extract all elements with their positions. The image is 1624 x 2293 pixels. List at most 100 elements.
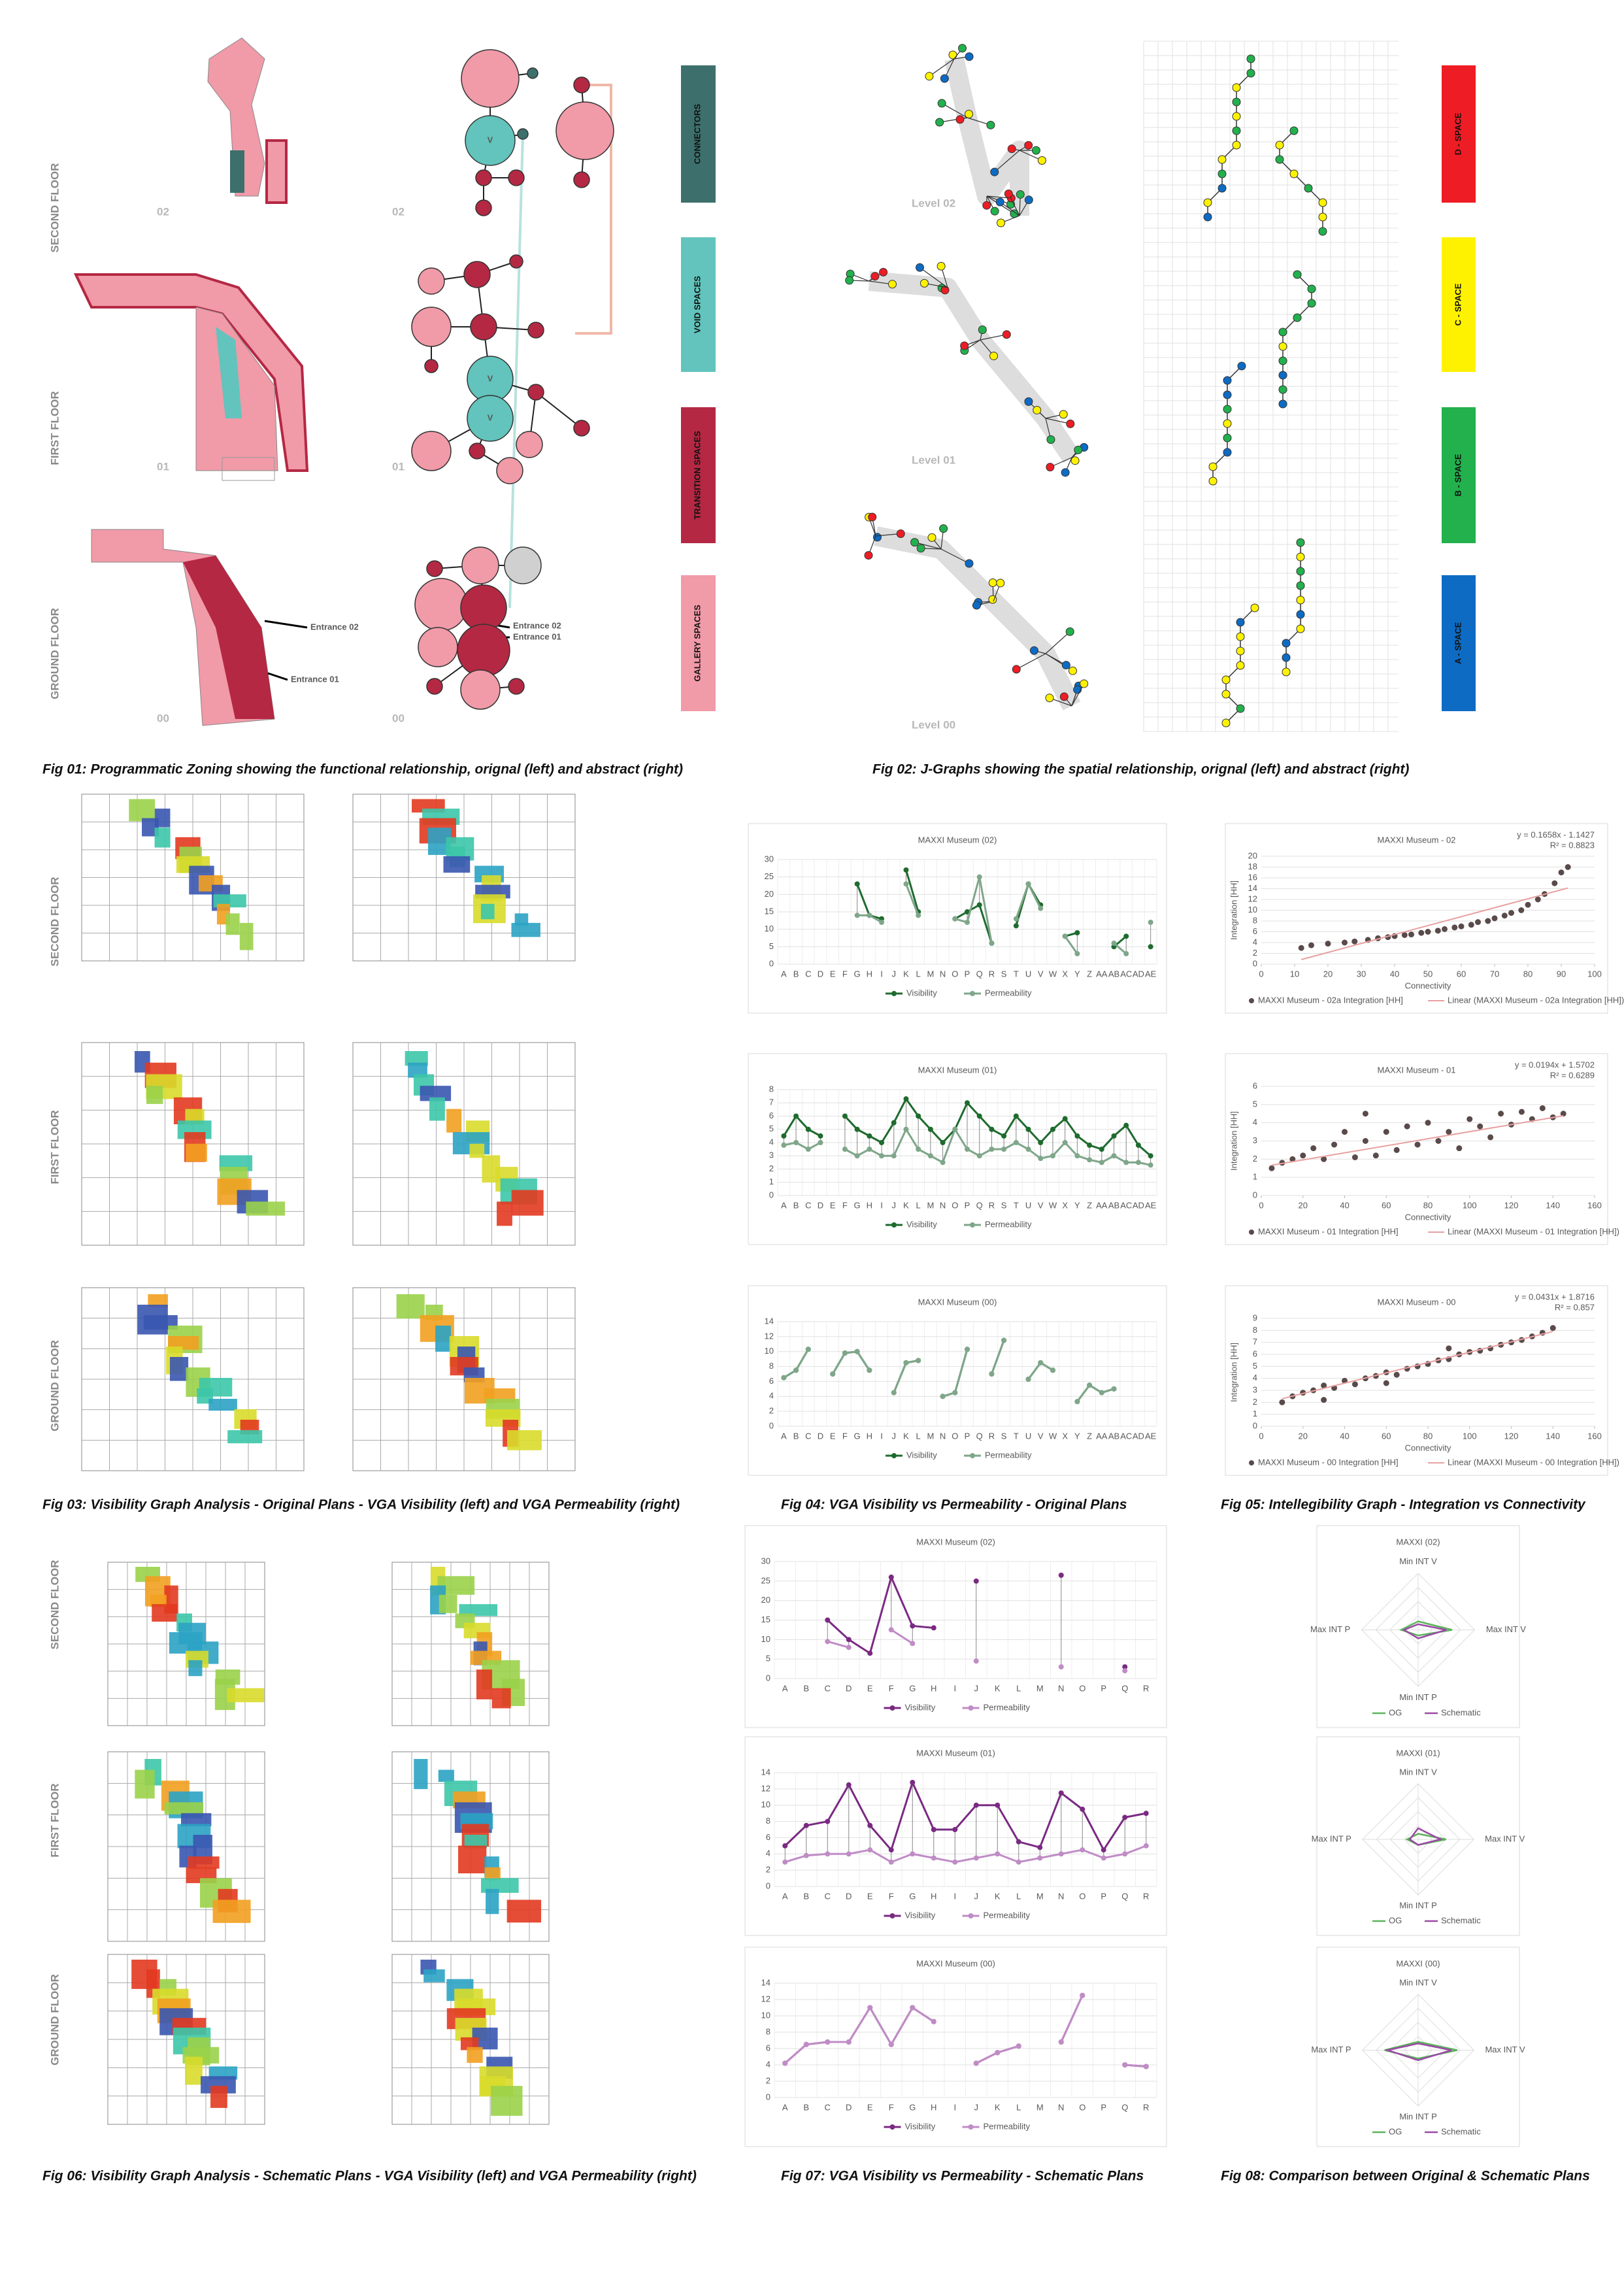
node <box>504 546 542 584</box>
node <box>982 201 991 210</box>
legend-swatch <box>891 1453 897 1458</box>
y-tick-label: 10 <box>761 2010 771 2020</box>
node <box>1016 190 1025 199</box>
legend-label: CONNECTORS <box>692 104 702 165</box>
axis-label: Min INT P <box>1399 1692 1437 1702</box>
y-tick-label: 8 <box>769 1084 774 1094</box>
legend-label: B - SPACE <box>1453 454 1463 496</box>
x-tick-label: A <box>782 1683 788 1693</box>
point <box>1342 939 1348 946</box>
x-tick-label: E <box>830 1200 836 1210</box>
point <box>1148 1153 1153 1159</box>
floor-label: FIRST FLOOR <box>48 1783 61 1857</box>
plan-cell <box>467 2047 483 2063</box>
point <box>1401 931 1408 938</box>
chart-title: MAXXI Museum - 01 <box>1378 1065 1456 1075</box>
edge <box>920 267 948 288</box>
point <box>910 1779 916 1785</box>
point <box>910 1641 916 1647</box>
node <box>1282 653 1291 662</box>
edge <box>1016 653 1046 670</box>
point <box>1560 1111 1566 1117</box>
x-tick-label: 100 <box>1463 1431 1477 1441</box>
plan-cell <box>497 1201 512 1226</box>
point <box>1122 2062 1128 2067</box>
caption: Fig 03: Visibility Graph Analysis - Orig… <box>42 1498 680 1513</box>
plan-cell <box>464 1835 488 1849</box>
radar-series <box>1399 1620 1453 1637</box>
x-tick-label: G <box>854 969 861 979</box>
legend-label: Visibility <box>906 988 937 997</box>
chart-frame <box>744 1947 1167 2147</box>
x-tick-label: R <box>989 1200 995 1210</box>
y-tick-label: 10 <box>1248 905 1257 914</box>
plan-cell <box>164 1802 204 1815</box>
x-tick-label: W <box>1049 969 1057 979</box>
node <box>573 420 590 437</box>
chart-title: MAXXI Museum (00) <box>916 1958 995 1968</box>
point <box>1404 1123 1410 1130</box>
node <box>988 578 997 588</box>
y-tick-label: 6 <box>1253 1080 1257 1090</box>
point <box>1101 1847 1106 1853</box>
y-tick-label: 12 <box>765 1331 774 1341</box>
caption: Fig 02: J-Graphs showing the spatial rel… <box>872 762 1409 777</box>
x-tick-label: 60 <box>1382 1431 1391 1441</box>
point <box>931 2018 936 2024</box>
x-tick-label: J <box>974 2102 979 2112</box>
y-tick-label: 14 <box>1248 883 1257 893</box>
point <box>927 1126 933 1132</box>
point <box>1300 1152 1306 1159</box>
legend-swatch <box>889 2124 895 2130</box>
point <box>1501 912 1508 919</box>
x-tick-label: 20 <box>1299 1431 1308 1441</box>
x-tick-label: H <box>931 2102 936 2112</box>
x-tick-label: M <box>927 1431 934 1441</box>
floor-label: GROUND FLOOR <box>48 608 61 699</box>
y-tick-label: 0 <box>766 2092 771 2101</box>
x-tick-label: J <box>891 1200 896 1210</box>
point <box>1534 896 1541 903</box>
node <box>960 341 969 350</box>
node <box>1221 675 1231 684</box>
x-tick-label: O <box>1079 1683 1085 1693</box>
x-tick-label: L <box>916 969 921 979</box>
node <box>1232 112 1241 121</box>
x-tick-label: AA <box>1096 1431 1108 1441</box>
node <box>1061 468 1070 477</box>
node <box>896 529 905 538</box>
node <box>1307 284 1316 293</box>
point <box>1025 1126 1031 1132</box>
x-tick-label: 40 <box>1340 1431 1349 1441</box>
y-tick-label: 12 <box>761 1783 771 1793</box>
node <box>1296 538 1305 547</box>
y-tick-label: 0 <box>769 958 774 968</box>
y-tick-label: 30 <box>765 854 774 863</box>
point <box>903 1360 909 1365</box>
caption: Fig 08: Comparison between Original & Sc… <box>1221 2169 1590 2184</box>
legend-box <box>681 575 716 711</box>
node <box>1024 141 1033 150</box>
x-tick-label: F <box>842 969 848 979</box>
plan-cell <box>167 1336 199 1350</box>
point <box>854 912 860 918</box>
point <box>1289 1156 1296 1162</box>
node <box>916 544 925 553</box>
y-tick-label: 10 <box>761 1634 771 1644</box>
x-tick-label: AB <box>1108 969 1119 979</box>
point <box>818 1140 823 1145</box>
point <box>1325 941 1331 947</box>
point <box>803 2041 809 2047</box>
node <box>1221 690 1231 699</box>
point <box>1408 931 1414 938</box>
chart-frame <box>744 1525 1167 1728</box>
axis-label: Max INT P <box>1311 2045 1351 2054</box>
point <box>1016 1859 1021 1865</box>
point <box>1383 1129 1389 1135</box>
chart-title: MAXXI Museum - 00 <box>1378 1297 1456 1307</box>
node <box>948 50 957 59</box>
y-tick-label: 5 <box>769 1124 774 1133</box>
point <box>1050 1153 1055 1159</box>
x-tick-label: G <box>854 1431 861 1441</box>
